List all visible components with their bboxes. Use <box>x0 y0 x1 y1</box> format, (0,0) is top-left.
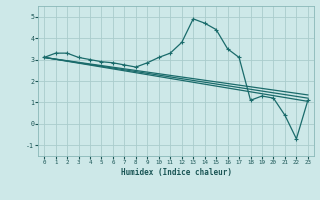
X-axis label: Humidex (Indice chaleur): Humidex (Indice chaleur) <box>121 168 231 177</box>
